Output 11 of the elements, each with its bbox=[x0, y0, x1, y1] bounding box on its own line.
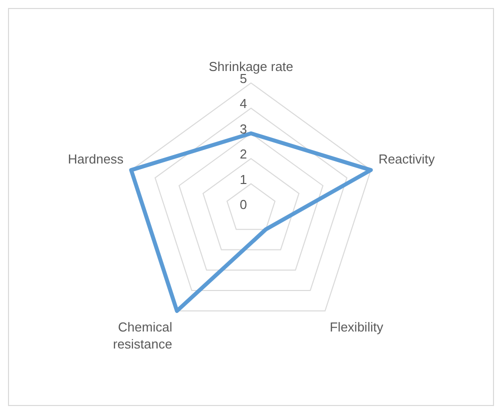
spoke-label: Shrinkage rate bbox=[208, 59, 294, 74]
spoke-label: Hardness bbox=[68, 152, 124, 167]
spoke-label: Chemical resistance bbox=[112, 319, 172, 352]
spoke-label: Reactivity bbox=[378, 152, 436, 167]
y-tick-label: 1 bbox=[240, 172, 247, 187]
y-tick-label: 5 bbox=[240, 71, 247, 86]
y-tick-label: 4 bbox=[240, 96, 247, 112]
spoke-label: Flexibility bbox=[330, 319, 384, 334]
y-tick-label: 0 bbox=[240, 197, 247, 212]
y-tick-label: 3 bbox=[240, 121, 247, 136]
y-tick-label: 2 bbox=[240, 146, 247, 162]
